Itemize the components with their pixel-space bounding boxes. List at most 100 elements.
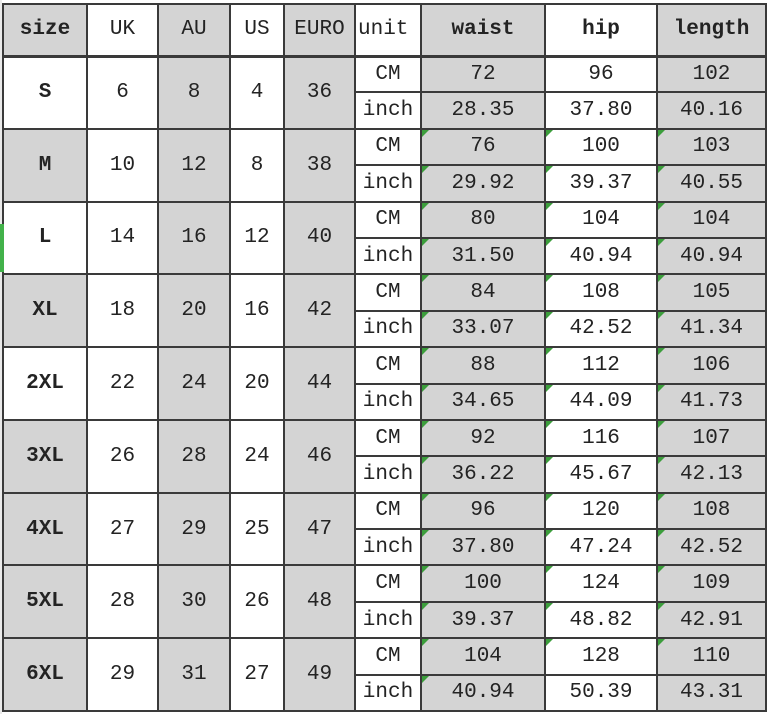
unit-cm-cell: CM — [354, 200, 422, 239]
green-triangle-icon — [423, 349, 429, 356]
euro-cell: 36 — [283, 55, 356, 130]
length-cm-cell: 104 — [656, 200, 767, 239]
table-row: L 14 16 12 40 CM 80 104 104 — [2, 200, 767, 276]
green-triangle-icon — [547, 203, 553, 210]
unit-cm-cell: CM — [354, 564, 422, 603]
column-header-au: AU — [157, 3, 231, 58]
waist-cm-cell: 88 — [420, 346, 546, 385]
green-triangle-icon — [547, 458, 553, 465]
waist-inch-cell: 39.37 — [420, 600, 546, 640]
au-cell: 29 — [157, 491, 231, 567]
hip-inch-cell: 48.82 — [544, 600, 658, 640]
green-triangle-icon — [547, 130, 553, 137]
size-cell: 3XL — [2, 418, 88, 494]
unit-cm-cell: CM — [354, 273, 422, 312]
waist-inch-cell: 36.22 — [420, 455, 546, 494]
unit-inch-cell: inch — [354, 309, 422, 349]
green-triangle-icon — [423, 203, 429, 210]
unit-cm-cell: CM — [354, 491, 422, 531]
green-triangle-icon — [547, 312, 553, 319]
table-row: inch 31.50 40.94 40.94 — [3, 236, 767, 276]
waist-inch-cell: 34.65 — [420, 382, 546, 421]
table-row: XL 18 20 16 42 CM 84 108 105 — [2, 273, 767, 349]
unit-inch-cell: inch — [354, 382, 422, 421]
hip-inch-cell: 44.09 — [544, 382, 658, 421]
size-cell: 5XL — [2, 564, 88, 640]
uk-cell: 6 — [86, 55, 159, 130]
green-triangle-icon — [423, 239, 429, 246]
length-inch-cell: 42.91 — [656, 600, 767, 640]
length-cm-cell: 108 — [656, 491, 767, 531]
green-triangle-icon — [423, 531, 429, 538]
unit-inch-cell: inch — [354, 455, 422, 494]
green-triangle-icon — [423, 567, 429, 574]
unit-cm-cell: CM — [354, 418, 422, 458]
column-header-uk: UK — [86, 3, 159, 58]
green-triangle-icon — [547, 640, 553, 647]
table-row: inch 33.07 42.52 41.34 — [3, 309, 767, 349]
row-selection-indicator — [0, 224, 4, 272]
waist-cm-cell: 72 — [420, 54, 546, 94]
length-inch-cell: 40.16 — [656, 91, 767, 130]
size-chart-table: size UK AU US EURO unit waist hip length… — [2, 3, 767, 713]
column-header-hip: hip — [544, 3, 658, 58]
us-cell: 20 — [229, 346, 285, 421]
green-triangle-icon — [423, 421, 429, 428]
waist-inch-cell: 40.94 — [420, 673, 546, 713]
hip-cm-cell: 124 — [544, 564, 658, 603]
hip-inch-cell: 37.80 — [544, 91, 658, 130]
green-triangle-icon — [547, 239, 553, 246]
euro-cell: 44 — [283, 346, 356, 421]
green-triangle-icon — [547, 494, 553, 501]
unit-cm-cell: CM — [354, 637, 422, 676]
us-cell: 8 — [229, 127, 285, 203]
hip-inch-cell: 47.24 — [544, 528, 658, 567]
green-triangle-icon — [547, 167, 553, 174]
size-cell: 2XL — [2, 346, 88, 421]
table-row: inch 39.37 48.82 42.91 — [3, 600, 767, 640]
green-triangle-icon — [423, 603, 429, 610]
green-triangle-icon — [423, 167, 429, 174]
length-cm-cell: 103 — [656, 127, 767, 167]
length-cm-cell: 106 — [656, 346, 767, 385]
table-row: S 6 8 4 36 CM 72 96 102 — [2, 54, 767, 130]
hip-inch-cell: 42.52 — [544, 309, 658, 349]
au-cell: 16 — [157, 200, 231, 276]
unit-inch-cell: inch — [354, 236, 422, 276]
waist-cm-cell: 80 — [420, 200, 546, 239]
hip-cm-cell: 112 — [544, 346, 658, 385]
green-triangle-icon — [547, 421, 553, 428]
waist-inch-cell: 31.50 — [420, 236, 546, 276]
unit-inch-cell: inch — [354, 600, 422, 640]
green-triangle-icon — [423, 130, 429, 137]
us-cell: 4 — [229, 55, 285, 130]
column-header-size: size — [2, 3, 88, 58]
table-row: 5XL 28 30 26 48 CM 100 124 109 — [2, 564, 767, 640]
length-inch-cell: 42.13 — [656, 455, 767, 494]
hip-inch-cell: 45.67 — [544, 455, 658, 494]
green-triangle-icon — [547, 349, 553, 356]
green-triangle-icon — [659, 276, 665, 283]
waist-inch-cell: 29.92 — [420, 164, 546, 203]
length-inch-cell: 41.34 — [656, 309, 767, 349]
unit-inch-cell: inch — [354, 528, 422, 567]
green-triangle-icon — [659, 421, 665, 428]
column-header-unit: unit — [354, 3, 422, 58]
euro-cell: 46 — [283, 418, 356, 494]
us-cell: 24 — [229, 418, 285, 494]
waist-cm-cell: 76 — [420, 127, 546, 167]
length-cm-cell: 105 — [656, 273, 767, 312]
hip-inch-cell: 50.39 — [544, 673, 658, 713]
au-cell: 31 — [157, 637, 231, 713]
au-cell: 28 — [157, 418, 231, 494]
table-row: inch 34.65 44.09 41.73 — [3, 382, 767, 421]
au-cell: 24 — [157, 346, 231, 421]
green-triangle-icon — [659, 167, 665, 174]
green-triangle-icon — [547, 531, 553, 538]
unit-cm-cell: CM — [354, 54, 422, 94]
euro-cell: 47 — [283, 491, 356, 567]
unit-inch-cell: inch — [354, 673, 422, 713]
green-triangle-icon — [659, 458, 665, 465]
green-triangle-icon — [547, 276, 553, 283]
green-triangle-icon — [659, 531, 665, 538]
